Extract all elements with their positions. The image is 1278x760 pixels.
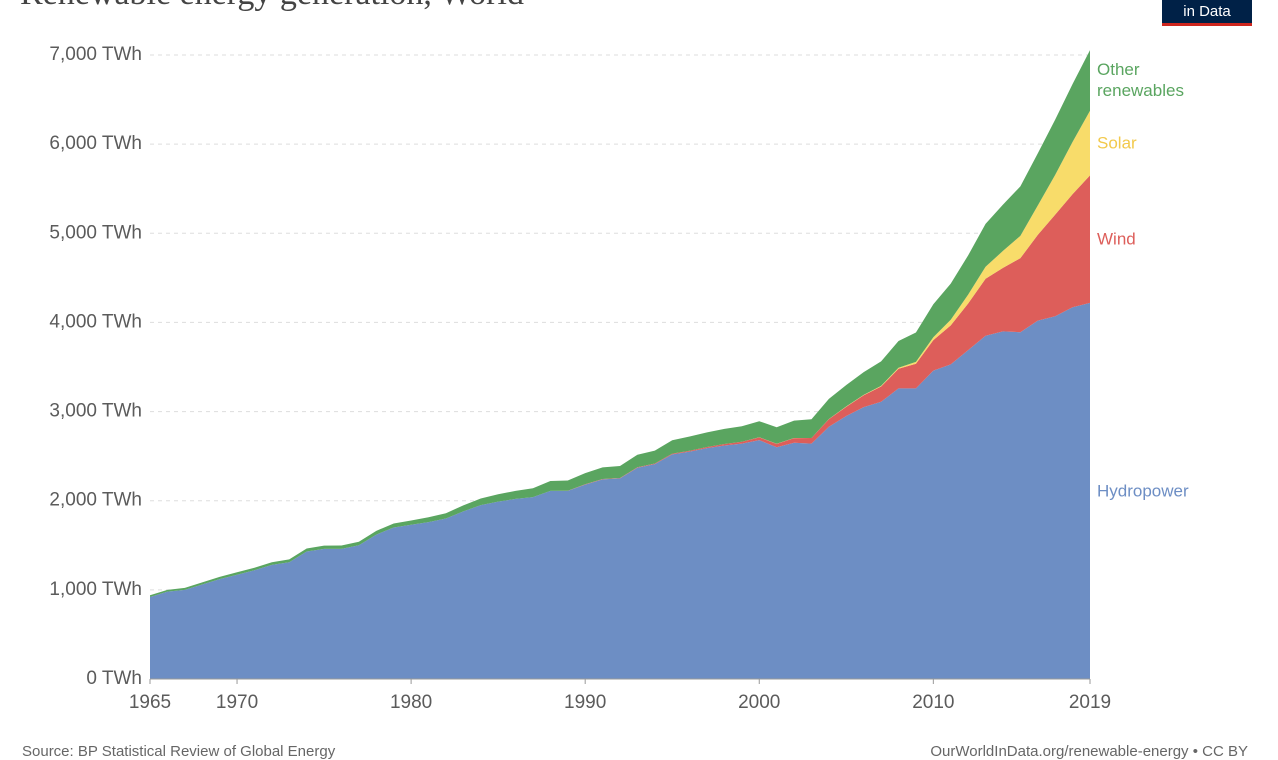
x-tick-label: 2000: [738, 692, 780, 713]
y-tick-label: 2,000 TWh: [49, 490, 142, 511]
logo-text: in Data: [1183, 3, 1231, 20]
series-label: Other renewables: [1097, 60, 1184, 101]
y-tick-label: 7,000 TWh: [49, 44, 142, 65]
url: OurWorldInData.org/renewable-energy • CC…: [930, 743, 1248, 760]
y-tick-label: 5,000 TWh: [49, 222, 142, 243]
y-tick-label: 1,000 TWh: [49, 579, 142, 600]
x-tick-label: 1970: [216, 692, 258, 713]
area: [150, 175, 1090, 597]
source: Source: BP Statistical Review of Global …: [22, 743, 336, 760]
area: [150, 302, 1090, 679]
x-tick-label: 2010: [912, 692, 954, 713]
series-label: Hydropower: [1097, 481, 1189, 501]
x-tick-label: 1990: [564, 692, 606, 713]
x-tick-label: 2019: [1069, 692, 1111, 713]
y-tick-label: 0 TWh: [86, 668, 142, 689]
y-tick-label: 6,000 TWh: [49, 133, 142, 154]
y-tick-label: 3,000 TWh: [49, 401, 142, 422]
x-tick-label: 1980: [390, 692, 432, 713]
series-label: Solar: [1097, 133, 1137, 153]
logo-underline: [1162, 23, 1252, 26]
chart-title: Renewable energy generation, World: [20, 0, 524, 12]
logo-box: [1162, 0, 1252, 24]
y-tick-label: 4,000 TWh: [49, 311, 142, 332]
x-tick-label: 1965: [129, 692, 171, 713]
series-label: Wind: [1097, 229, 1136, 249]
